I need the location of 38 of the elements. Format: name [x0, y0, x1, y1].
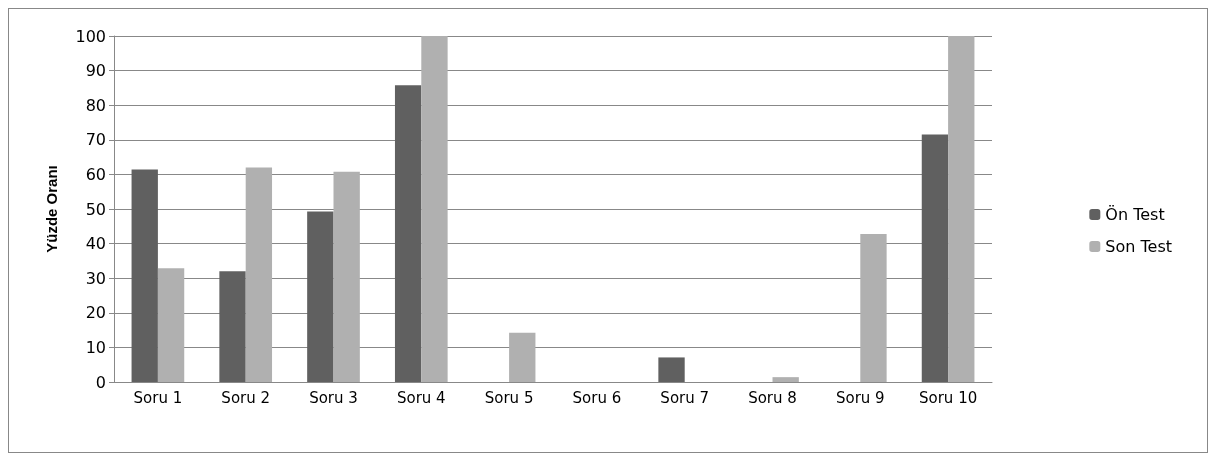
y-axis-title: Yüzde Oranı: [43, 165, 60, 253]
bar: [333, 171, 360, 382]
bar: [131, 169, 158, 382]
y-tick-label: 70: [85, 130, 106, 150]
y-tick-label: 60: [85, 164, 106, 184]
x-tick-label: Soru 1: [133, 388, 183, 407]
bar: [948, 36, 975, 382]
x-tick-label: Soru 9: [835, 388, 885, 407]
x-tick-label: Soru 6: [572, 388, 622, 407]
x-tick-label: Soru 2: [221, 388, 271, 407]
bar: [772, 377, 799, 382]
y-tick-label: 40: [85, 234, 106, 254]
y-tick-label: 90: [85, 61, 106, 81]
y-tick-label: 80: [85, 95, 106, 115]
legend-label: Ön Test: [1105, 205, 1165, 224]
x-tick-label: Soru 8: [748, 388, 797, 407]
y-tick-label: 10: [85, 337, 106, 357]
bar: [658, 357, 685, 382]
bar: [860, 233, 887, 382]
bar: [921, 134, 949, 382]
y-tick-label: 30: [85, 268, 106, 288]
x-tick-label: Soru 5: [484, 388, 534, 407]
x-tick-label: Soru 7: [660, 388, 710, 407]
y-tick-label: 20: [85, 303, 106, 323]
x-tick-label: Soru 4: [396, 388, 446, 407]
x-tick-label: Soru 10: [918, 388, 978, 407]
y-tick-label: 0: [95, 372, 106, 392]
legend-label: Son Test: [1105, 237, 1173, 256]
y-tick-label: 100: [75, 26, 106, 46]
bar: [394, 85, 422, 382]
bar: [307, 211, 334, 382]
bar: [157, 268, 185, 382]
y-tick-label: 50: [85, 199, 106, 219]
bar: [509, 332, 536, 382]
x-tick-label: Soru 3: [309, 388, 358, 407]
bar: [245, 167, 273, 382]
bar: [219, 271, 246, 382]
bar: [421, 36, 448, 382]
